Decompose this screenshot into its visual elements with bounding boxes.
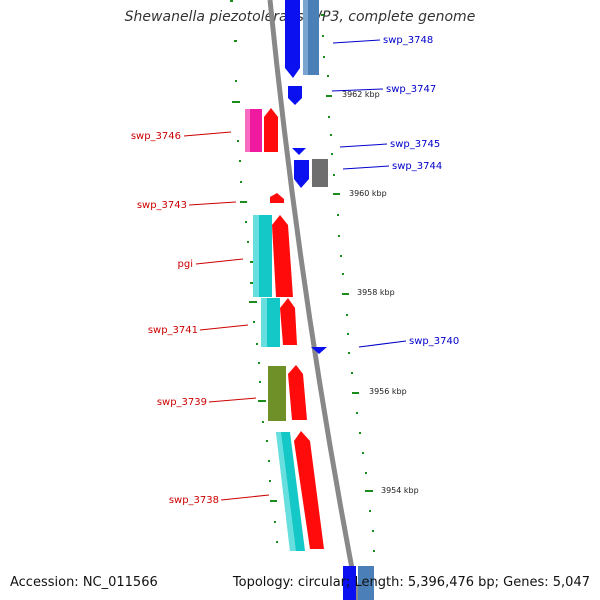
gene-swp_3741-cds[interactable] <box>280 298 297 345</box>
gene-label-pgi[interactable]: pgi <box>178 259 193 270</box>
gene-label-swp_3747[interactable]: swp_3747 <box>386 84 436 95</box>
scale-label-3960: 3960 kbp <box>349 189 387 198</box>
gene-label-swp_3745[interactable]: swp_3745 <box>390 139 440 150</box>
accession-text: Accession: NC_011566 <box>10 575 158 590</box>
gene-swp_3738-cds[interactable] <box>294 431 324 549</box>
tick-marks-left <box>230 0 278 543</box>
scale-label-3954: 3954 kbp <box>381 486 419 495</box>
scale-label-3958: 3958 kbp <box>357 288 395 297</box>
gene-swp_3740-cds[interactable] <box>311 347 327 354</box>
gene-swp_3739-feature[interactable] <box>268 366 286 421</box>
gene-label-swp_3740[interactable]: swp_3740 <box>409 336 459 347</box>
gene-label-swp_3748[interactable]: swp_3748 <box>383 35 433 46</box>
gene-label-swp_3744[interactable]: swp_3744 <box>392 161 442 172</box>
gene-swp_3747-cds[interactable] <box>288 86 302 105</box>
gene-swp_3744-feature[interactable] <box>312 159 328 187</box>
tick-marks-right <box>321 14 375 552</box>
gene-label-swp_3743[interactable]: swp_3743 <box>137 200 187 211</box>
gene-label-swp_3741[interactable]: swp_3741 <box>148 325 198 336</box>
gene-bottom-blue[interactable] <box>343 566 356 600</box>
gene-bottom-steelblue[interactable] <box>358 566 374 600</box>
gene-swp_3739-cds[interactable] <box>288 365 307 420</box>
gene-swp_3746-cds[interactable] <box>264 108 278 152</box>
gene-label-swp_3746[interactable]: swp_3746 <box>131 131 181 142</box>
gene-label-swp_3738[interactable]: swp_3738 <box>169 495 219 506</box>
scale-label-3956: 3956 kbp <box>369 387 407 396</box>
gene-swp_3748-cds[interactable] <box>285 0 300 78</box>
gene-swp_3743-cds[interactable] <box>270 193 284 203</box>
gene-label-swp_3739[interactable]: swp_3739 <box>157 397 207 408</box>
scale-label-3962: 3962 kbp <box>342 90 380 99</box>
gene-pgi-cds[interactable] <box>272 215 293 297</box>
genome-backbone <box>267 0 361 600</box>
genome-summary-text: Topology: circular; Length: 5,396,476 bp… <box>232 575 590 590</box>
gene-swp_3745-cds[interactable] <box>292 148 306 155</box>
gene-swp_3744-cds[interactable] <box>294 160 309 188</box>
